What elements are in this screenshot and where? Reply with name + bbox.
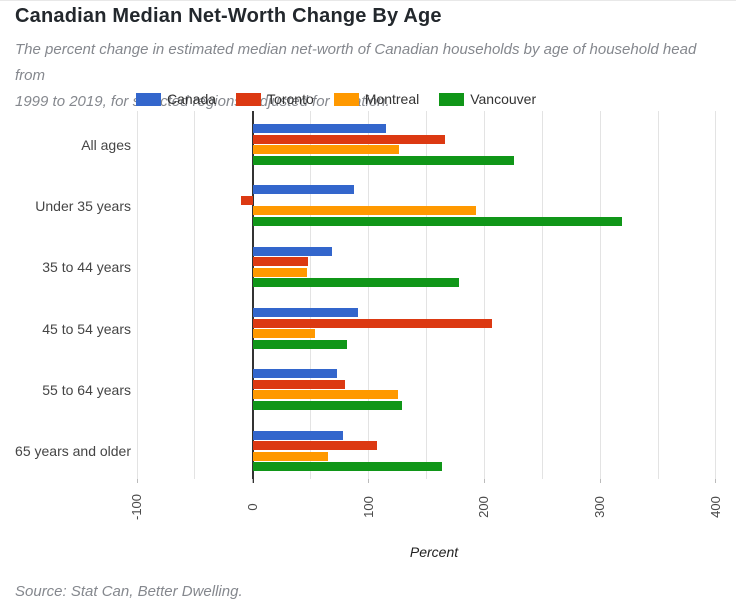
page-title: Canadian Median Net-Worth Change By Age bbox=[15, 5, 442, 27]
bar-montreal-3 bbox=[252, 267, 308, 277]
legend-label: Montreal bbox=[364, 91, 420, 107]
bar-montreal-2 bbox=[252, 206, 477, 216]
bar-montreal-6 bbox=[252, 451, 329, 461]
legend-swatch-icon bbox=[136, 92, 161, 106]
x-axis-tick-label: 0 bbox=[244, 503, 260, 511]
category-label: Under 35 years bbox=[35, 197, 131, 214]
bar-canada-5 bbox=[252, 369, 338, 379]
gridline bbox=[136, 111, 138, 479]
category-label: 45 to 54 years bbox=[42, 320, 131, 337]
category-label: 55 to 64 years bbox=[42, 381, 131, 398]
bar-toronto-6 bbox=[252, 441, 377, 451]
gridline bbox=[425, 111, 427, 479]
x-axis-tick-label: 100 bbox=[360, 496, 376, 518]
chart-subtitle: The percent change in estimated median n… bbox=[15, 37, 715, 115]
zero-axis-line bbox=[251, 111, 254, 483]
x-axis-tick-label: 300 bbox=[592, 496, 608, 518]
plot-area: -100 0 100 200 300 400 bbox=[129, 111, 731, 520]
x-axis-tick bbox=[715, 479, 717, 483]
gridline bbox=[483, 111, 485, 479]
bar-vancouver-3 bbox=[252, 278, 459, 288]
legend-label: Vancouver bbox=[470, 91, 537, 107]
bar-montreal-5 bbox=[252, 390, 398, 400]
subtitle-line-1: The percent change in estimated median n… bbox=[15, 41, 697, 84]
x-axis-tick-label: -100 bbox=[129, 493, 144, 521]
legend-swatch-icon bbox=[236, 92, 262, 106]
category-label: All ages bbox=[81, 136, 131, 153]
bar-toronto-2 bbox=[241, 195, 253, 205]
gridline bbox=[657, 111, 659, 479]
x-axis-tick bbox=[136, 479, 138, 483]
gridline bbox=[715, 111, 717, 479]
bar-vancouver-2 bbox=[252, 216, 623, 226]
category-axis: All ages Under 35 years 35 to 44 years 45 t… bbox=[0, 111, 131, 479]
legend: Canada Toronto Montreal Vancouver bbox=[136, 91, 536, 107]
bar-canada-1 bbox=[252, 124, 386, 133]
x-axis-tick-label: 400 bbox=[707, 496, 723, 518]
source-note: Source: Stat Can, Better Dwelling. bbox=[15, 583, 243, 600]
category-label: 65 years and older bbox=[15, 443, 131, 460]
bar-canada-3 bbox=[252, 246, 332, 256]
bar-canada-2 bbox=[252, 185, 354, 195]
gridline bbox=[541, 111, 543, 479]
bar-vancouver-4 bbox=[252, 339, 347, 349]
x-axis-tick bbox=[599, 479, 601, 483]
subtitle-line-2: 1999 to 2019, for selected regions. Adju… bbox=[15, 93, 390, 110]
bar-toronto-3 bbox=[252, 257, 309, 267]
x-axis-tick bbox=[252, 479, 254, 483]
bar-vancouver-1 bbox=[252, 155, 515, 165]
legend-swatch-icon bbox=[439, 92, 465, 106]
legend-swatch-icon bbox=[333, 92, 359, 106]
bar-vancouver-5 bbox=[252, 400, 403, 410]
x-axis-tick-label: 200 bbox=[476, 496, 492, 518]
legend-label: Toronto bbox=[267, 91, 314, 107]
gridline bbox=[310, 111, 312, 479]
bar-canada-4 bbox=[252, 308, 359, 317]
bar-canada-6 bbox=[252, 430, 344, 440]
x-axis-tick bbox=[368, 479, 370, 483]
legend-item-toronto: Toronto bbox=[236, 91, 314, 107]
bar-montreal-4 bbox=[252, 329, 316, 338]
category-label: 35 to 44 years bbox=[42, 259, 131, 276]
legend-item-canada: Canada bbox=[136, 91, 216, 107]
gridline bbox=[368, 111, 370, 479]
x-axis-tick bbox=[483, 479, 485, 483]
gridline bbox=[194, 111, 196, 479]
bar-montreal-1 bbox=[252, 145, 399, 154]
bar-toronto-5 bbox=[252, 379, 346, 389]
x-axis-title: Percent bbox=[409, 544, 459, 560]
legend-item-montreal: Montreal bbox=[333, 91, 420, 107]
legend-item-vancouver: Vancouver bbox=[439, 91, 536, 107]
gridline bbox=[599, 111, 601, 479]
bar-toronto-1 bbox=[252, 134, 445, 144]
legend-label: Canada bbox=[167, 91, 217, 107]
bar-vancouver-6 bbox=[252, 462, 442, 472]
bar-toronto-4 bbox=[252, 318, 493, 328]
